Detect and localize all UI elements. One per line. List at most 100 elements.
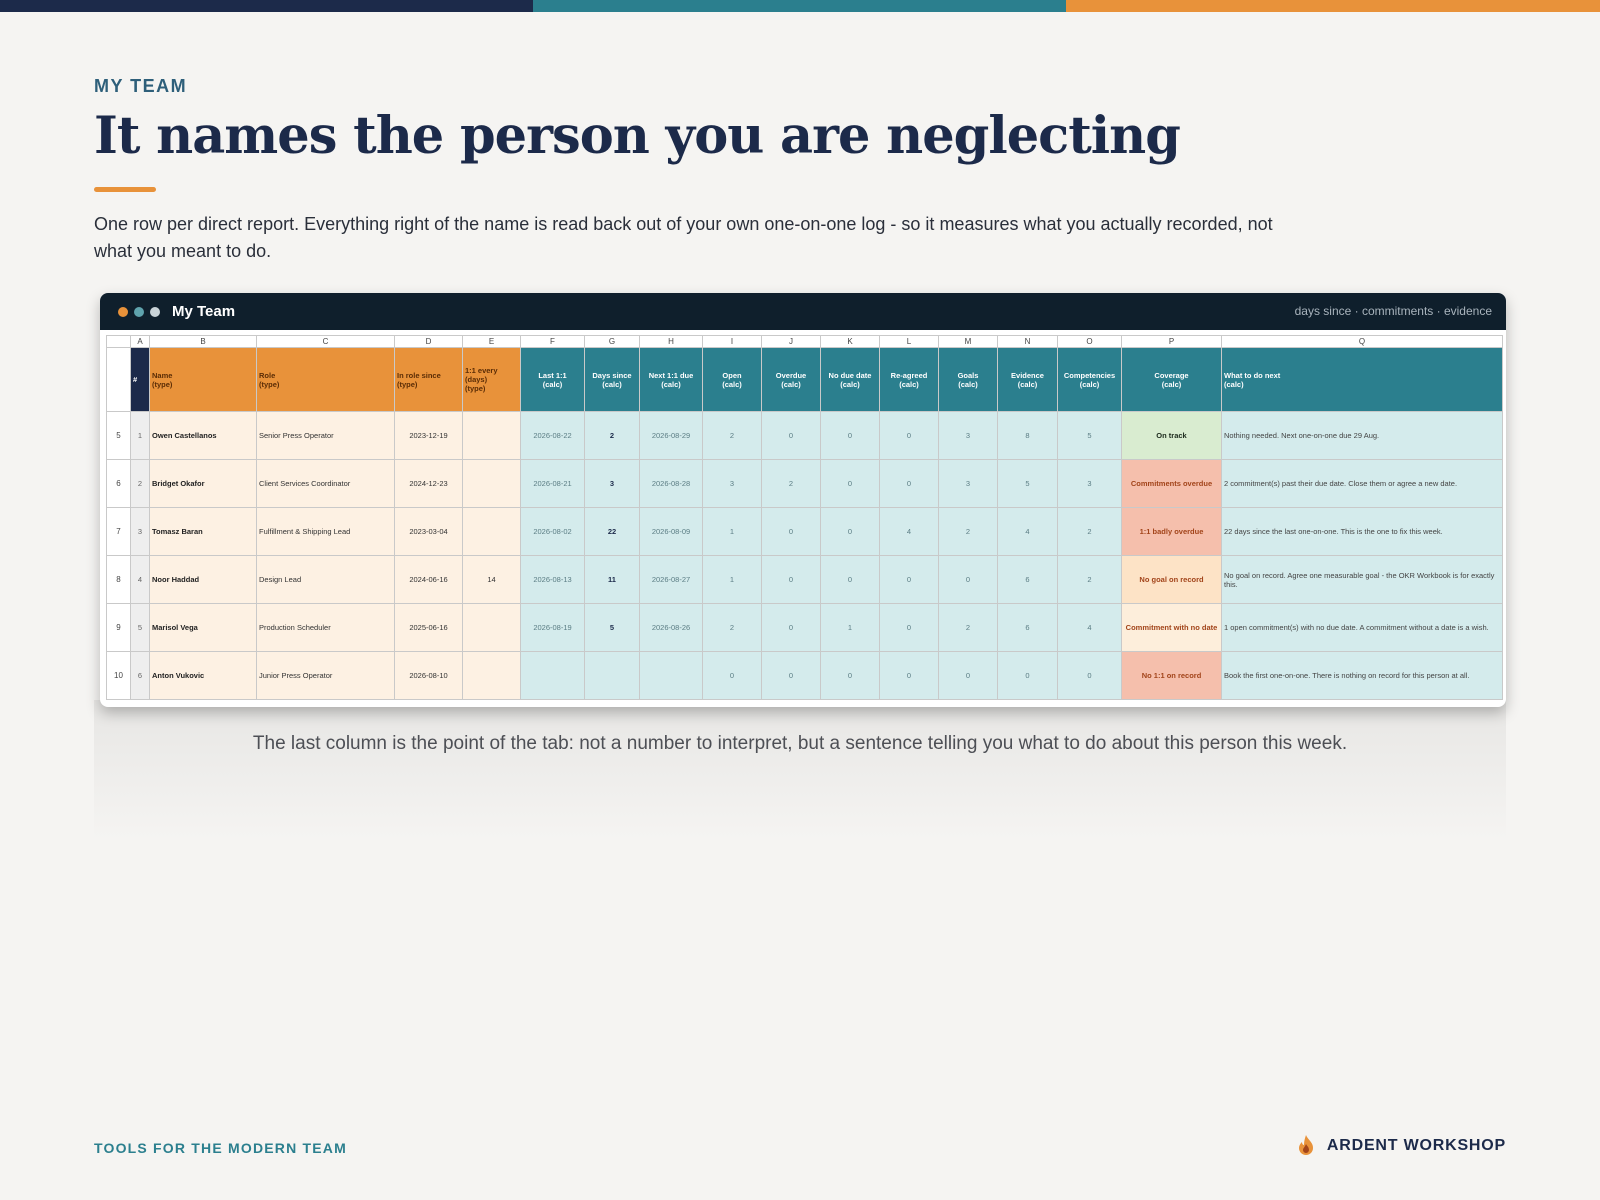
column-letter: H	[639, 335, 703, 348]
cell: 0	[820, 411, 880, 460]
cell: 2026-08-09	[639, 507, 703, 556]
cell: 2	[702, 603, 762, 652]
cell: 0	[761, 555, 821, 604]
kicker: MY TEAM	[94, 76, 188, 96]
cell: 0	[702, 651, 762, 700]
cell: 22 days since the last one-on-one. This …	[1221, 507, 1503, 556]
column-letter: A	[130, 335, 150, 348]
cell	[462, 411, 521, 460]
top-bar	[533, 0, 1067, 12]
cell: 2026-08-26	[639, 603, 703, 652]
column-letter: B	[149, 335, 257, 348]
cell: 5	[997, 459, 1058, 508]
column-letter: J	[761, 335, 821, 348]
column-letter: P	[1121, 335, 1222, 348]
sheet-window: My Team days since · commitments · evide…	[100, 293, 1506, 707]
corner-cell	[106, 335, 131, 348]
header-cell: Name (type)	[149, 347, 257, 412]
cell: 2024-12-23	[394, 459, 463, 508]
header-cell: 1:1 every (days) (type)	[462, 347, 521, 412]
cell: 0	[879, 555, 939, 604]
cell: 2	[938, 507, 998, 556]
title: It names the person you are neglecting	[94, 106, 1181, 166]
cell: 2023-03-04	[394, 507, 463, 556]
window-dot	[118, 307, 128, 317]
cell: 6	[130, 651, 150, 700]
cell	[462, 459, 521, 508]
cell: 0	[761, 651, 821, 700]
column-letter: C	[256, 335, 395, 348]
row-number: 8	[106, 555, 131, 604]
cell	[584, 651, 640, 700]
cell: Tomasz Baran	[149, 507, 257, 556]
cell: 2023-12-19	[394, 411, 463, 460]
cell: Production Scheduler	[256, 603, 395, 652]
cell: 22	[584, 507, 640, 556]
header-cell: Days since (calc)	[584, 347, 640, 412]
cell: Anton Vukovic	[149, 651, 257, 700]
cell: 5	[584, 603, 640, 652]
caption: The last column is the point of the tab:…	[252, 733, 1348, 754]
data-row: 6 2 Bridget Okafor Client Services Coordina…	[106, 459, 1503, 508]
cell: 1	[702, 507, 762, 556]
cell: Junior Press Operator	[256, 651, 395, 700]
cell: 6	[997, 603, 1058, 652]
cell: 2026-08-21	[520, 459, 585, 508]
row-number: 7	[106, 507, 131, 556]
cell: 4	[1057, 603, 1122, 652]
cell: 3	[1057, 459, 1122, 508]
cell: 2026-08-22	[520, 411, 585, 460]
cell: 2	[1057, 555, 1122, 604]
cell: 0	[879, 603, 939, 652]
cell	[462, 651, 521, 700]
cell: Client Services Coordinator	[256, 459, 395, 508]
cell: 4	[997, 507, 1058, 556]
cell	[462, 603, 521, 652]
cell: 2026-08-10	[394, 651, 463, 700]
header-cell: In role since (type)	[394, 347, 463, 412]
cell: 0	[938, 555, 998, 604]
cell: 0	[879, 651, 939, 700]
header-cell: No due date (calc)	[820, 347, 880, 412]
cell	[639, 651, 703, 700]
cell: 2	[761, 459, 821, 508]
row-number: 6	[106, 459, 131, 508]
data-row: 7 3 Tomasz Baran Fulfillment & Shipping Lea…	[106, 507, 1503, 556]
cell: 0	[820, 507, 880, 556]
cell	[462, 507, 521, 556]
cell: 3	[584, 459, 640, 508]
column-letter: I	[702, 335, 762, 348]
header-cell: Competencies (calc)	[1057, 347, 1122, 412]
cell: 8	[997, 411, 1058, 460]
window-bar: My Team days since · commitments · evide…	[100, 293, 1506, 330]
cell: 3	[938, 459, 998, 508]
cell: 0	[820, 651, 880, 700]
column-letter: O	[1057, 335, 1122, 348]
cell: Owen Castellanos	[149, 411, 257, 460]
top-bar	[1066, 0, 1600, 12]
cell: 0	[761, 507, 821, 556]
cell: Fulfillment & Shipping Lead	[256, 507, 395, 556]
data-row: 5 1 Owen Castellanos Senior Press Operator 2…	[106, 411, 1503, 460]
window-dot	[150, 307, 160, 317]
cell: 5	[130, 603, 150, 652]
cell: 0	[761, 411, 821, 460]
cell: 0	[997, 651, 1058, 700]
cell: 2026-08-02	[520, 507, 585, 556]
brand-icon	[1299, 1135, 1313, 1155]
column-letter: F	[520, 335, 585, 348]
cell: Commitment with no date	[1121, 603, 1222, 652]
fade-panel	[94, 700, 1506, 840]
header-cell: Last 1:1 (calc)	[520, 347, 585, 412]
cell: On track	[1121, 411, 1222, 460]
cell: 6	[997, 555, 1058, 604]
column-letter: G	[584, 335, 640, 348]
cell: 1:1 badly overdue	[1121, 507, 1222, 556]
cell: No goal on record. Agree one measurable …	[1221, 555, 1503, 604]
column-letter: D	[394, 335, 463, 348]
row-number: 10	[106, 651, 131, 700]
cell: 3	[702, 459, 762, 508]
cell: 0	[761, 603, 821, 652]
header-cell: Re-agreed (calc)	[879, 347, 939, 412]
